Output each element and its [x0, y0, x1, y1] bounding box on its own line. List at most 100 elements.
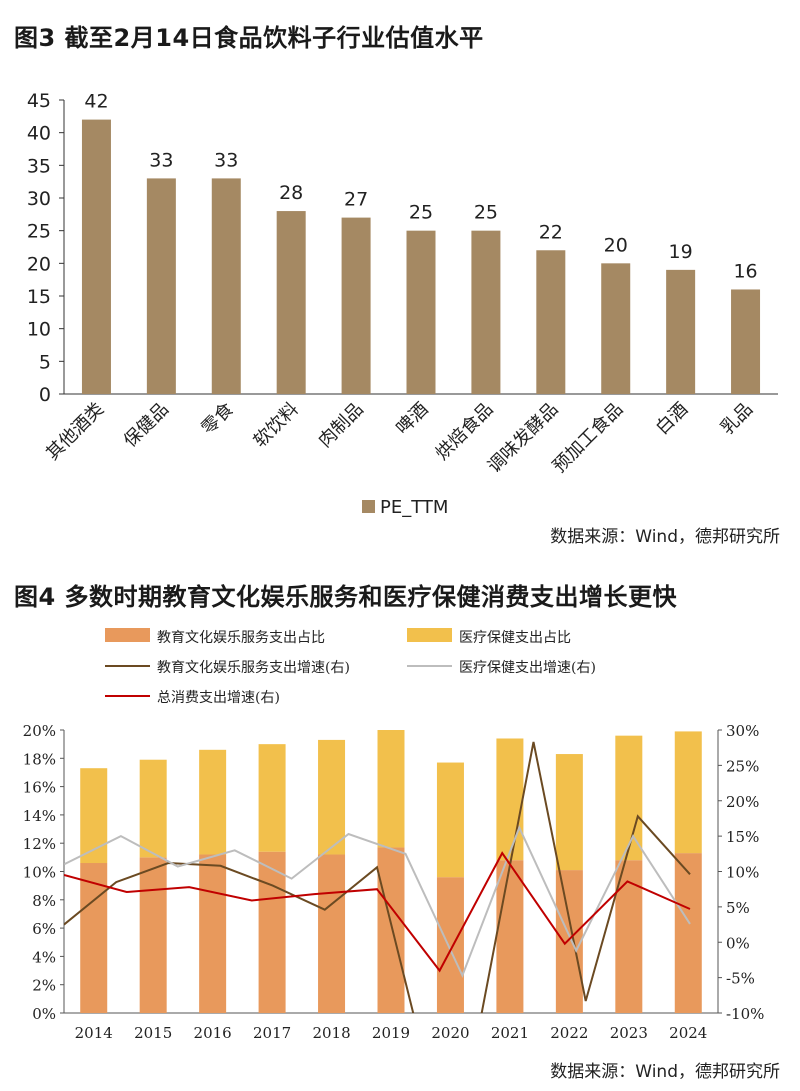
bar-med-share-2020: [436, 762, 464, 878]
data-label: 33: [149, 149, 173, 171]
legend-label: PE_TTM: [380, 497, 448, 518]
left-tick-label: 12%: [23, 835, 56, 853]
data-label: 16: [733, 260, 757, 282]
bar-肉制品: [341, 217, 371, 394]
bar-白酒: [666, 269, 696, 394]
bar-med-share-2024: [674, 731, 702, 854]
bar-med-share-2018: [318, 739, 346, 855]
data-label: 25: [474, 202, 498, 224]
bar-med-share-2019: [377, 730, 405, 848]
bar-预加工食品: [601, 263, 631, 394]
figure4-source: 数据来源：Wind，德邦研究所: [550, 1062, 780, 1082]
y-tick-label: 5: [39, 351, 51, 373]
bar-med-share-2021: [496, 738, 524, 861]
x-tick-label: 肉制品: [315, 399, 368, 452]
x-tick-label: 白酒: [652, 399, 692, 439]
left-tick-label: 0%: [32, 1005, 56, 1023]
x-tick-label: 2021: [491, 1024, 529, 1042]
left-tick-label: 10%: [23, 864, 56, 882]
y-tick-label: 20: [27, 253, 51, 275]
figure3-source: 数据来源：Wind，德邦研究所: [550, 527, 780, 547]
pe-bar-chart: 0 5 10 15 20 25 30 35 40 45 42 其他酒类 33 保健品 33 零食 28 软饮料 27…: [27, 90, 778, 518]
data-label: 33: [214, 149, 238, 171]
x-tick-label: 2017: [253, 1024, 291, 1042]
y-tick-label: 40: [27, 123, 51, 145]
legend-label: 教育文化娱乐服务支出增速(右): [157, 660, 350, 676]
left-tick-label: 8%: [32, 892, 56, 910]
bar-零食: [211, 178, 241, 394]
data-label: 27: [344, 189, 368, 211]
x-tick-label: 2018: [312, 1024, 350, 1042]
edu-growth-line: [64, 741, 691, 1013]
bar-edu-share-2018: [318, 854, 346, 1013]
bar-med-share-2023: [615, 735, 643, 861]
y-tick-label: 45: [27, 90, 51, 112]
x-tick-label: 保健品: [120, 399, 173, 452]
left-tick-label: 6%: [32, 920, 56, 938]
x-tick-label: 啤酒: [392, 399, 432, 439]
right-tick-label: 15%: [726, 828, 759, 846]
figure3-title: 图3 截至2月14日食品饮料子行业估值水平: [14, 24, 484, 52]
bar-med-share-2014: [80, 768, 108, 864]
y-tick-label: 30: [27, 188, 51, 210]
right-tick-label: 5%: [726, 899, 750, 917]
left-tick-label: 20%: [23, 722, 56, 740]
x-tick-label: 预加工食品: [549, 399, 627, 477]
bar-edu-share-2020: [436, 877, 464, 1013]
left-tick-label: 4%: [32, 948, 56, 966]
total-growth-line: [64, 851, 691, 973]
y-tick-label: 15: [27, 286, 51, 308]
left-tick-label: 18%: [23, 750, 56, 768]
data-label: 20: [604, 234, 628, 256]
bar-med-share-2022: [555, 754, 583, 871]
right-tick-label: 30%: [726, 722, 759, 740]
left-tick-label: 2%: [32, 977, 56, 995]
bar-调味发酵品: [536, 250, 566, 394]
bar-软饮料: [276, 211, 306, 394]
bar-烘焙食品: [471, 230, 501, 394]
x-tick-label: 乳品: [717, 399, 757, 439]
bar-edu-share-2019: [377, 847, 405, 1013]
bar-edu-share-2017: [258, 851, 286, 1013]
bar-啤酒: [406, 230, 436, 394]
legend-swatch: [362, 500, 375, 513]
bar-其他酒类: [81, 119, 111, 394]
legend-swatch: [407, 628, 452, 642]
x-tick-label: 2022: [550, 1024, 588, 1042]
x-tick-label: 2019: [372, 1024, 410, 1042]
left-tick-label: 16%: [23, 779, 56, 797]
right-tick-label: 20%: [726, 793, 759, 811]
bar-edu-share-2024: [674, 853, 702, 1013]
y-tick-label: 0: [39, 384, 51, 406]
x-tick-label: 其他酒类: [42, 399, 108, 465]
x-tick-label: 零食: [198, 399, 238, 439]
x-tick-label: 2015: [134, 1024, 172, 1042]
left-tick-label: 14%: [23, 807, 56, 825]
right-tick-label: 0%: [726, 934, 750, 952]
x-tick-label: 软饮料: [250, 399, 303, 452]
x-tick-label: 烘焙食品: [432, 399, 498, 465]
x-tick-label: 2016: [194, 1024, 232, 1042]
y-tick-label: 10: [27, 319, 51, 341]
right-tick-label: 25%: [726, 757, 759, 775]
bar-edu-share-2021: [496, 860, 524, 1013]
bar-edu-share-2015: [139, 857, 167, 1013]
legend-label: 医疗保健支出增速(右): [459, 660, 596, 676]
x-tick-label: 2014: [75, 1024, 113, 1042]
x-tick-label: 2024: [669, 1024, 707, 1042]
bar-edu-share-2016: [199, 854, 227, 1013]
data-label: 42: [84, 91, 108, 113]
data-label: 28: [279, 182, 303, 204]
data-label: 25: [409, 202, 433, 224]
legend-label: 总消费支出增速(右): [157, 690, 280, 706]
bar-med-share-2016: [199, 749, 227, 855]
bar-edu-share-2014: [80, 863, 108, 1013]
figure4-title: 图4 多数时期教育文化娱乐服务和医疗保健消费支出增长更快: [14, 583, 678, 611]
med-growth-line: [64, 825, 691, 979]
bar-med-share-2015: [139, 759, 167, 858]
x-tick-label: 2023: [610, 1024, 648, 1042]
right-tick-label: -10%: [726, 1005, 764, 1023]
data-label: 19: [669, 241, 693, 263]
y-tick-label: 35: [27, 155, 51, 177]
